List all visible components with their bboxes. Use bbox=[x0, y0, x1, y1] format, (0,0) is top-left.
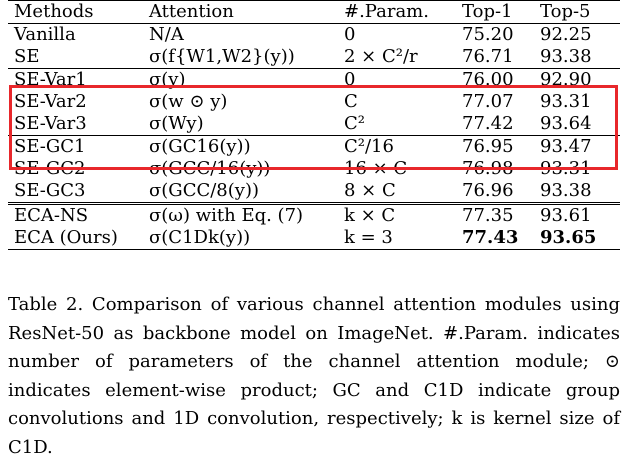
cell-top1: 77.35 bbox=[456, 202, 534, 227]
cell-attention: σ(GCC/16(y)) bbox=[149, 158, 271, 179]
cell-method: SE-GC2 bbox=[14, 158, 86, 179]
cell-params: 16 × C bbox=[344, 158, 408, 179]
results-table: Methods Attention #.Param. Top-1 Top-5 V… bbox=[8, 0, 620, 250]
cell-attention: σ(GCC/8(y)) bbox=[149, 180, 259, 201]
cell-top1-best: 77.43 bbox=[456, 227, 534, 250]
cell-attention: σ(GC16(y)) bbox=[143, 135, 338, 158]
cell-top5: 93.64 bbox=[540, 113, 592, 134]
cell-method: ECA-NS bbox=[8, 202, 143, 227]
header-params: #.Param. bbox=[338, 0, 456, 24]
cell-attention: N/A bbox=[149, 24, 184, 45]
cell-params: 0 bbox=[344, 24, 356, 45]
cell-attention: σ(C1Dk(y)) bbox=[143, 227, 338, 250]
cell-top1: 76.00 bbox=[456, 68, 534, 91]
cell-top5: 92.25 bbox=[540, 24, 592, 45]
cell-params: 0 bbox=[338, 68, 456, 91]
header-top1: Top-1 bbox=[456, 0, 534, 24]
cell-attention: σ(Wy) bbox=[149, 113, 204, 134]
cell-method: SE-GC1 bbox=[8, 135, 143, 158]
cell-attention: σ(ω) with Eq. (7) bbox=[143, 202, 338, 227]
cell-attention: σ(f{W1,W2}(y)) bbox=[149, 46, 295, 67]
cell-params: 8 × C bbox=[344, 180, 396, 201]
cell-method: SE bbox=[14, 46, 40, 67]
cell-params: 2 × C²/r bbox=[344, 46, 418, 67]
cell-top5: 93.31 bbox=[540, 158, 592, 179]
cell-params: k = 3 bbox=[338, 227, 456, 250]
cell-params: C² bbox=[344, 113, 365, 134]
cell-top5: 92.90 bbox=[534, 68, 620, 91]
table-row: SE-GC3 σ(GCC/8(y)) 8 × C 76.96 93.38 bbox=[8, 180, 620, 204]
cell-top1: 76.98 bbox=[462, 158, 514, 179]
cell-method: Vanilla bbox=[14, 24, 76, 45]
cell-attention: σ(y) bbox=[143, 68, 338, 91]
cell-top1: 76.71 bbox=[462, 46, 514, 67]
cell-top5: 93.31 bbox=[540, 91, 592, 112]
cell-method: SE-Var2 bbox=[14, 91, 87, 112]
cell-params: k × C bbox=[338, 202, 456, 227]
cell-top5: 93.47 bbox=[534, 135, 620, 158]
table-row: SE-Var3 σ(Wy) C² 77.42 93.64 bbox=[8, 113, 620, 136]
cell-top5: 93.61 bbox=[534, 202, 620, 227]
cell-method: ECA (Ours) bbox=[8, 227, 143, 250]
cell-top1: 76.96 bbox=[462, 180, 514, 201]
cell-params: C bbox=[344, 91, 358, 112]
header-methods: Methods bbox=[8, 0, 143, 24]
table-row: ECA (Ours) σ(C1Dk(y)) k = 3 77.43 93.65 bbox=[8, 227, 620, 250]
cell-top1: 76.95 bbox=[456, 135, 534, 158]
cell-top1: 75.20 bbox=[462, 24, 514, 45]
table-caption: Table 2. Comparison of various channel a… bbox=[8, 294, 620, 458]
cell-params: C²/16 bbox=[338, 135, 456, 158]
table-row: SE-GC1 σ(GC16(y)) C²/16 76.95 93.47 bbox=[8, 135, 620, 158]
cell-attention: σ(w ⊙ y) bbox=[149, 91, 228, 112]
table-header-row: Methods Attention #.Param. Top-1 Top-5 bbox=[8, 0, 620, 24]
cell-top1: 77.42 bbox=[462, 113, 514, 134]
table-row: ECA-NS σ(ω) with Eq. (7) k × C 77.35 93.… bbox=[8, 202, 620, 227]
cell-top5: 93.38 bbox=[540, 180, 592, 201]
cell-top5-best: 93.65 bbox=[534, 227, 620, 250]
cell-method: SE-GC3 bbox=[14, 180, 86, 201]
header-attention: Attention bbox=[143, 0, 338, 24]
table-row: SE σ(f{W1,W2}(y)) 2 × C²/r 76.71 93.38 bbox=[8, 46, 620, 69]
table-row: SE-GC2 σ(GCC/16(y)) 16 × C 76.98 93.31 bbox=[8, 158, 620, 180]
header-top5: Top-5 bbox=[534, 0, 620, 24]
table-row: Vanilla N/A 0 75.20 92.25 bbox=[8, 24, 620, 47]
table-row: SE-Var1 σ(y) 0 76.00 92.90 bbox=[8, 68, 620, 91]
cell-method: SE-Var3 bbox=[14, 113, 87, 134]
cell-method: SE-Var1 bbox=[8, 68, 143, 91]
table-row: SE-Var2 σ(w ⊙ y) C 77.07 93.31 bbox=[8, 91, 620, 113]
cell-top1: 77.07 bbox=[462, 91, 514, 112]
results-table-wrapper: Methods Attention #.Param. Top-1 Top-5 V… bbox=[8, 0, 620, 250]
cell-top5: 93.38 bbox=[540, 46, 592, 67]
